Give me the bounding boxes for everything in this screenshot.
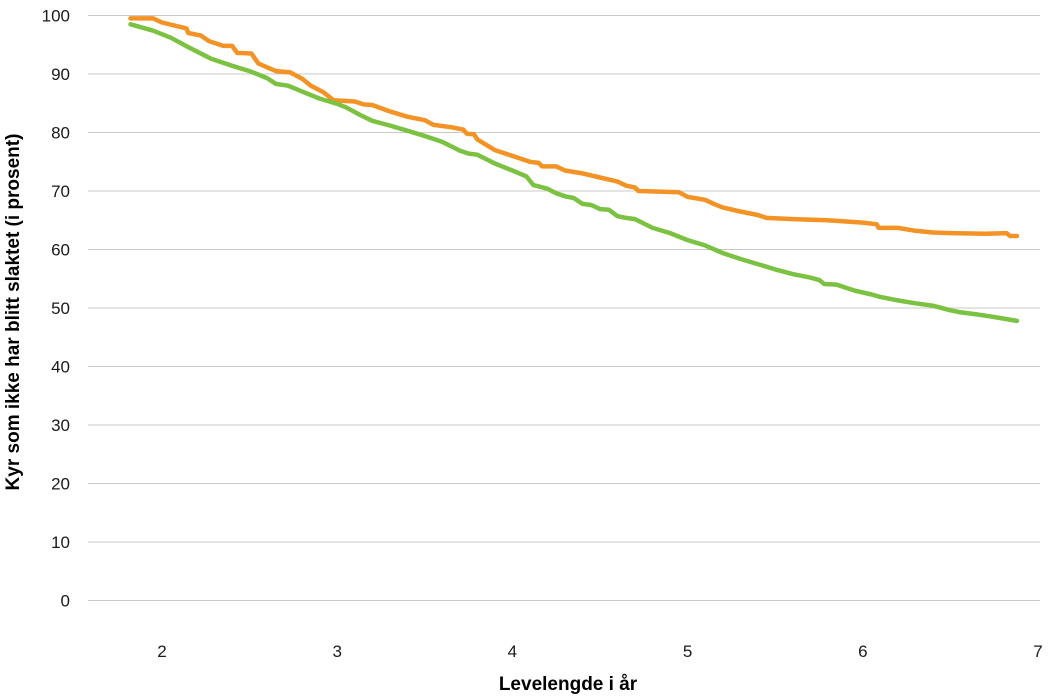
- x-tick-label: 2: [157, 642, 166, 661]
- y-axis-tick-labels: 0 10 20 30 40 50 60 70 80 90 100: [42, 7, 70, 611]
- y-tick-label: 20: [51, 475, 70, 494]
- y-tick-label: 80: [51, 124, 70, 143]
- y-tick-label: 10: [51, 533, 70, 552]
- x-axis-title: Levelengde i år: [499, 674, 638, 695]
- y-tick-label: 50: [51, 299, 70, 318]
- x-tick-label: 3: [332, 642, 341, 661]
- y-tick-label: 100: [42, 7, 70, 26]
- y-tick-label: 90: [51, 65, 70, 84]
- series-lines: [128, 16, 1020, 324]
- y-axis-title: Kyr som ikke har blitt slaktet (i prosen…: [3, 134, 24, 491]
- gridlines: [88, 15, 1040, 601]
- x-tick-label: 5: [683, 642, 692, 661]
- y-tick-label: 0: [61, 592, 70, 611]
- series-line-1: [128, 16, 1020, 239]
- y-tick-label: 60: [51, 241, 70, 260]
- series-line-2: [128, 22, 1020, 324]
- x-tick-label: 6: [858, 642, 867, 661]
- y-tick-label: 40: [51, 358, 70, 377]
- x-tick-label: 7: [1033, 642, 1042, 661]
- x-axis-tick-labels: 2 3 4 5 6 7: [157, 642, 1042, 661]
- x-tick-label: 4: [508, 642, 517, 661]
- y-tick-label: 70: [51, 182, 70, 201]
- y-tick-label: 30: [51, 416, 70, 435]
